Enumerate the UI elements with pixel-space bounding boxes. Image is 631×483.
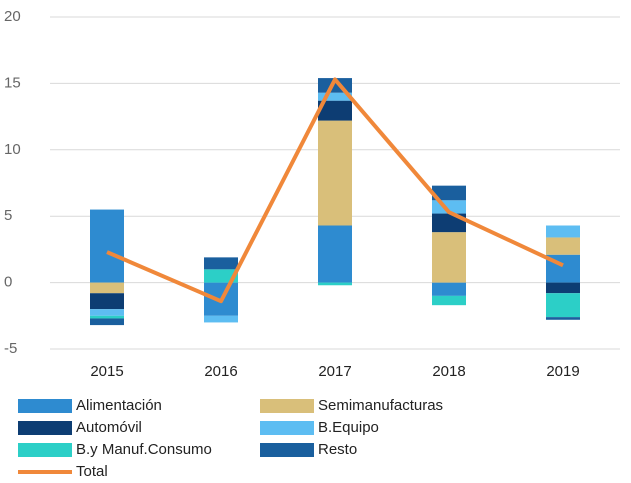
x-tick-label: 2015 [90, 363, 123, 380]
bar [90, 282, 124, 294]
bar [546, 225, 580, 238]
x-tick-label: 2018 [432, 363, 465, 380]
y-tick-label: 15 [4, 74, 21, 91]
legend-swatch [18, 399, 72, 413]
line [106, 77, 564, 304]
bar [90, 318, 124, 326]
y-tick-label: 5 [4, 207, 12, 224]
legend-label: B.y Manuf.Consumo [76, 441, 212, 458]
bar [546, 237, 580, 255]
legend-swatch [18, 443, 72, 457]
y-tick-label: 0 [4, 274, 12, 291]
bar [432, 282, 466, 296]
legend-label: Semimanufacturas [318, 397, 443, 414]
bar [432, 295, 466, 306]
legend-label: Automóvil [76, 419, 142, 436]
bar [90, 309, 124, 316]
bar [318, 100, 352, 121]
legend-swatch [18, 421, 72, 435]
legend-label: Resto [318, 441, 357, 458]
legend-swatch [260, 421, 314, 435]
bar [90, 315, 124, 319]
bar [204, 315, 238, 323]
bar [204, 257, 238, 270]
x-tick-label: 2019 [546, 363, 579, 380]
legend-label: Total [76, 463, 108, 480]
bar [318, 225, 352, 283]
bar [318, 120, 352, 226]
x-tick-label: 2016 [204, 363, 237, 380]
bar [432, 185, 466, 201]
bar [546, 317, 580, 320]
legend-swatch [260, 399, 314, 413]
legend-label: B.Equipo [318, 419, 379, 436]
legend-label: Alimentación [76, 397, 162, 414]
bar [318, 282, 352, 286]
bar [546, 293, 580, 318]
bar [546, 282, 580, 294]
y-tick-label: 10 [4, 141, 21, 158]
x-tick-label: 2017 [318, 363, 351, 380]
y-tick-label: -5 [4, 340, 17, 357]
bar [90, 209, 124, 283]
y-tick-label: 20 [4, 8, 21, 25]
legend-swatch [260, 443, 314, 457]
bar [432, 232, 466, 283]
bar [90, 293, 124, 310]
bar [318, 92, 352, 101]
bar [204, 269, 238, 283]
